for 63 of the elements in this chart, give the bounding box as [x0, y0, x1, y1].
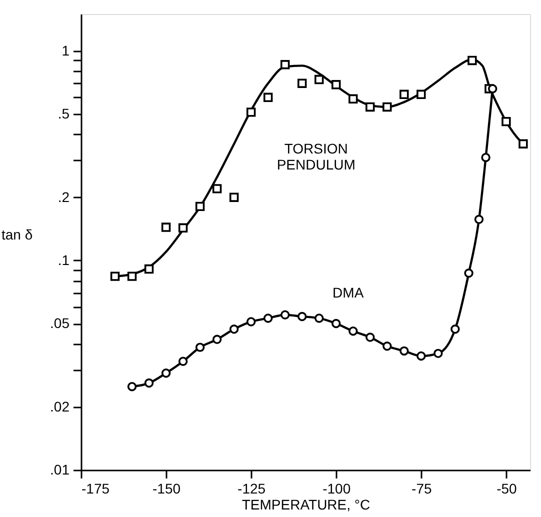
point — [195, 342, 205, 352]
point — [416, 90, 426, 100]
point — [314, 314, 324, 323]
point — [400, 346, 409, 356]
x-tick-label: -100 — [322, 480, 351, 496]
point — [178, 223, 188, 233]
point — [229, 324, 239, 334]
x-tick-label: -50 — [496, 480, 518, 496]
point — [229, 192, 239, 202]
y-axis-title: tan δ — [2, 226, 33, 242]
point — [488, 84, 498, 94]
point — [127, 382, 137, 392]
point — [450, 324, 460, 334]
point — [178, 356, 188, 366]
point — [348, 326, 358, 336]
point — [400, 90, 409, 100]
point — [212, 184, 222, 194]
x-tick-label: -150 — [152, 480, 181, 496]
point — [502, 116, 511, 126]
point — [246, 317, 256, 326]
point — [314, 74, 324, 84]
point — [434, 348, 443, 358]
point — [382, 102, 392, 112]
x-tick-label: -125 — [238, 480, 266, 496]
y-tick-label: .5 — [58, 105, 70, 122]
x-tick-label: -175 — [82, 480, 110, 496]
x-axis-title: TEMPERATURE, °C — [242, 496, 370, 512]
point — [468, 56, 477, 66]
point — [195, 202, 205, 212]
point — [297, 312, 307, 322]
point — [348, 94, 358, 104]
point — [246, 108, 256, 117]
point — [332, 318, 341, 328]
point — [110, 272, 120, 281]
y-tick-label: .05 — [50, 315, 70, 332]
point — [481, 152, 490, 162]
y-tick-label: .2 — [58, 188, 70, 205]
point — [382, 342, 392, 351]
point — [464, 268, 474, 278]
point — [366, 102, 375, 112]
y-tick-label: .01 — [50, 462, 70, 478]
point — [144, 378, 154, 388]
point — [263, 314, 273, 323]
y-tick-label: .02 — [50, 398, 70, 414]
point — [212, 334, 222, 344]
point — [144, 264, 154, 274]
point — [280, 310, 290, 320]
point — [332, 80, 341, 90]
y-tick-label: 1 — [62, 42, 70, 58]
point — [161, 368, 171, 378]
point — [127, 272, 137, 281]
x-tick-label: -75 — [412, 480, 432, 496]
point — [161, 222, 171, 232]
point — [416, 351, 426, 361]
point — [297, 78, 307, 88]
y-tick-label: .1 — [58, 252, 70, 268]
point — [280, 60, 290, 70]
series-label: DMA — [332, 284, 364, 301]
point — [474, 214, 484, 224]
point — [366, 332, 375, 342]
text: TORSION PENDULUM — [276, 140, 356, 173]
point — [518, 139, 528, 148]
point — [263, 92, 273, 102]
